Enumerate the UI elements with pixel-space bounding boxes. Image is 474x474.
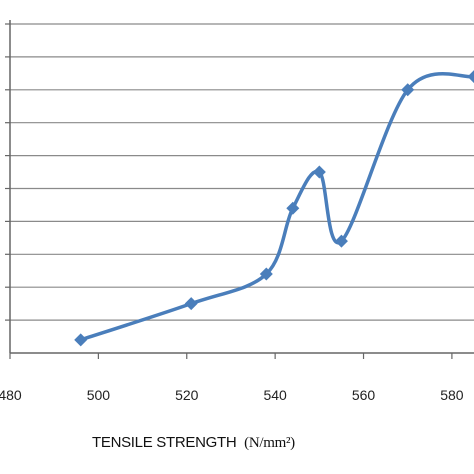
x-axis-label: TENSILE STRENGTH xyxy=(92,434,237,451)
x-axis-unit: (N/mm²) xyxy=(244,435,295,451)
data-point-marker xyxy=(74,333,88,347)
gridlines xyxy=(5,23,474,321)
data-point-marker xyxy=(259,267,273,281)
x-tick-label: 580 xyxy=(440,387,464,403)
data-point-marker xyxy=(467,70,474,84)
x-tick-label: 520 xyxy=(175,387,199,403)
data-point-marker xyxy=(401,83,415,97)
x-tick-label: 540 xyxy=(263,387,287,403)
x-tick-label: 480 xyxy=(0,387,22,403)
x-axis-title: TENSILE STRENGTH (N/mm²) xyxy=(92,434,295,452)
data-point-marker xyxy=(334,234,348,248)
data-point-marker xyxy=(184,297,198,311)
series-markers xyxy=(74,70,474,347)
series-line xyxy=(78,72,474,342)
x-tick-label: 560 xyxy=(352,387,376,403)
x-axis-ticks: 480 500 520 540 560 580 xyxy=(0,353,464,403)
data-point-marker xyxy=(312,165,326,179)
data-point-marker xyxy=(286,201,300,215)
x-tick-label: 500 xyxy=(87,387,111,403)
